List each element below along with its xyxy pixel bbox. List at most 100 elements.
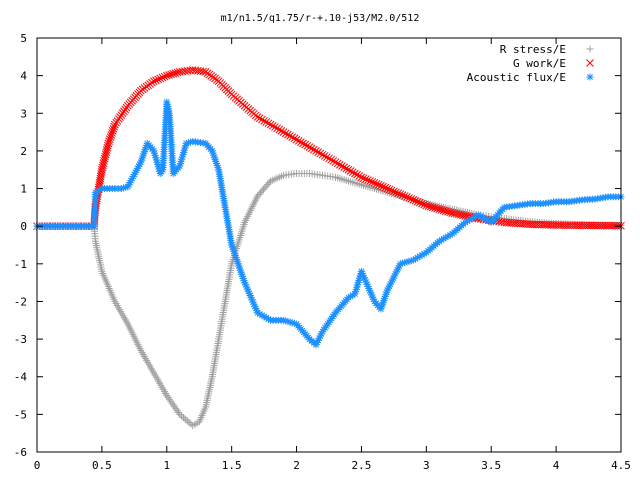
data-point <box>381 183 390 192</box>
data-point <box>348 168 357 177</box>
data-point <box>318 150 327 159</box>
data-point <box>331 158 340 167</box>
data-point <box>424 202 433 210</box>
x-tick-label: 4.5 <box>611 459 631 472</box>
data-point <box>418 199 426 208</box>
series-2 <box>33 98 625 349</box>
y-tick-label: -3 <box>14 333 27 346</box>
data-point <box>268 121 277 130</box>
data-point <box>99 161 107 170</box>
data-point <box>171 69 180 77</box>
data-point <box>361 175 370 183</box>
legend-label: R stress/E <box>500 43 566 56</box>
legend-label: Acoustic flux/E <box>467 71 566 84</box>
data-point <box>277 126 286 135</box>
data-point <box>105 137 113 146</box>
data-point <box>357 173 366 182</box>
y-tick-label: 0 <box>20 220 27 233</box>
data-point <box>353 170 361 179</box>
data-point <box>413 197 422 206</box>
data-point <box>398 191 407 199</box>
data-point <box>340 163 348 172</box>
data-point <box>335 160 344 169</box>
data-point <box>379 182 387 191</box>
data-point <box>439 206 448 215</box>
data-point <box>314 148 323 157</box>
data-point <box>105 135 114 144</box>
data-point <box>364 176 372 184</box>
data-point <box>409 195 418 204</box>
data-point <box>260 116 268 125</box>
data-point <box>431 204 439 212</box>
data-point <box>101 150 110 159</box>
data-point <box>100 157 108 165</box>
data-point <box>444 207 452 216</box>
data-point <box>441 207 450 215</box>
data-point <box>385 185 394 194</box>
data-point <box>294 137 303 145</box>
data-point <box>310 145 318 154</box>
y-tick-label: -5 <box>14 408 27 421</box>
data-point <box>109 124 118 133</box>
data-point <box>102 146 111 154</box>
data-point <box>422 201 431 210</box>
data-point <box>103 143 112 152</box>
data-point <box>265 179 273 187</box>
data-point <box>255 190 263 198</box>
data-point <box>428 203 437 212</box>
data-point <box>290 134 299 143</box>
data-point <box>286 132 294 140</box>
data-point <box>415 198 424 207</box>
data-point <box>372 179 381 188</box>
x-tick-label: 3 <box>423 459 430 472</box>
data-point <box>420 200 429 209</box>
data-point <box>169 69 178 78</box>
data-point <box>106 133 115 141</box>
y-tick-label: -6 <box>14 446 27 459</box>
data-point <box>158 73 167 82</box>
data-point <box>387 186 396 195</box>
y-tick-label: 3 <box>20 107 27 120</box>
axes-layer: 0 0.5 1 1.5 2 2.5 3 3.5 4 4.5 5 4 3 2 1 0 -1 -2 -3 -4 -5 -6 <box>14 32 631 472</box>
data-point <box>400 192 409 200</box>
data-point <box>99 159 108 167</box>
data-point <box>104 139 113 148</box>
data-point <box>154 75 162 84</box>
data-point <box>433 204 442 213</box>
x-tick-label: 0.5 <box>92 459 112 472</box>
data-point <box>162 71 171 80</box>
data-point <box>407 195 416 203</box>
data-point <box>320 152 329 160</box>
data-point <box>264 180 272 188</box>
data-point <box>303 142 312 150</box>
data-point <box>288 133 297 141</box>
data-point <box>368 178 377 186</box>
data-point <box>446 208 454 217</box>
plot-frame <box>36 37 622 453</box>
data-point <box>329 157 338 165</box>
data-point <box>262 182 270 190</box>
data-point <box>108 129 116 137</box>
data-point <box>383 184 392 193</box>
data-point <box>392 188 400 197</box>
y-tick-label: -1 <box>14 258 27 271</box>
data-point <box>257 189 265 197</box>
data-point <box>359 174 368 183</box>
data-point <box>333 159 342 168</box>
data-point <box>405 194 413 202</box>
y-tick-label: 4 <box>20 70 27 83</box>
data-point <box>394 189 403 198</box>
data-point <box>284 130 292 139</box>
chart-title: m1/n1.5/q1.75/r-+.10-j53/M2.0/512 <box>221 13 420 24</box>
data-point <box>307 144 316 153</box>
data-point <box>279 128 288 136</box>
data-point <box>266 120 275 129</box>
data-point <box>152 76 160 85</box>
x-tick-label: 1 <box>163 459 170 472</box>
data-point <box>374 180 383 189</box>
data-point <box>253 113 262 121</box>
data-point <box>258 115 266 124</box>
